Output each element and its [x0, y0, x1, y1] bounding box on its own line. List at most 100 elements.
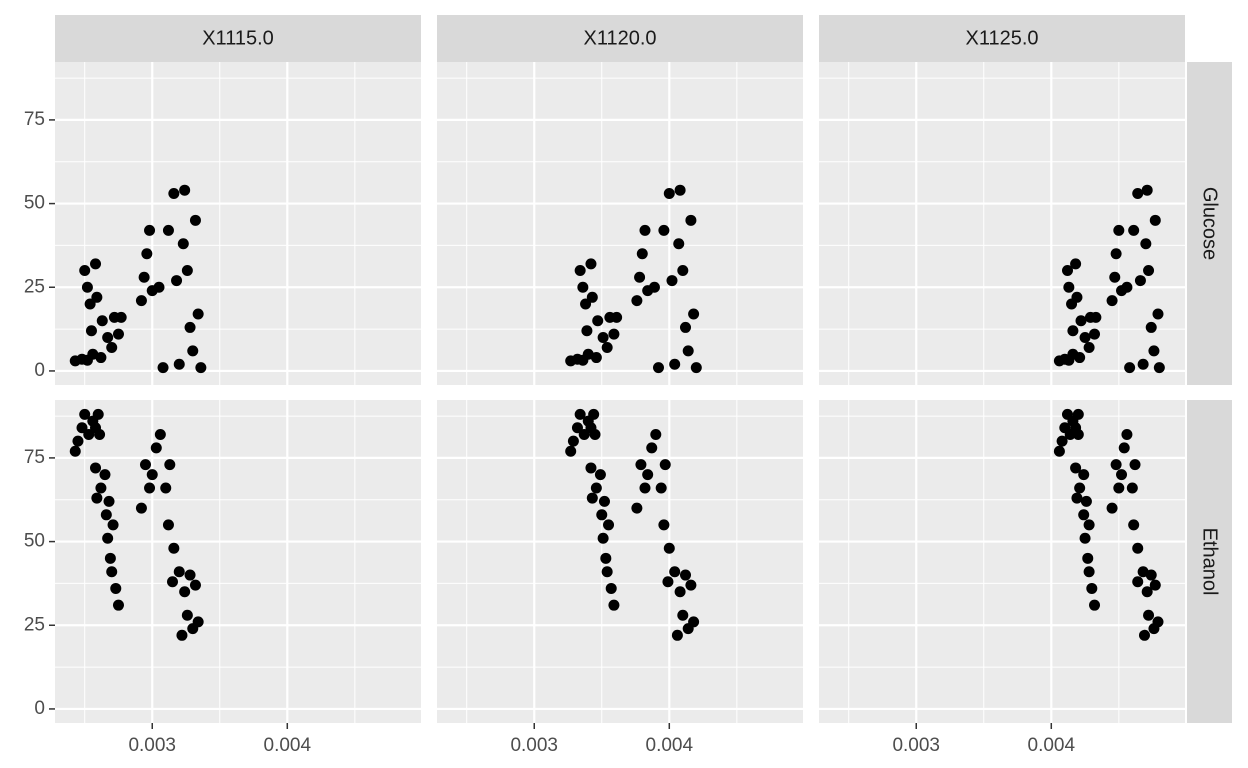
- strip-background: [55, 15, 421, 62]
- point: [605, 582, 617, 594]
- point: [1132, 188, 1144, 200]
- point: [139, 459, 151, 471]
- point: [1137, 358, 1149, 370]
- point: [102, 331, 114, 343]
- point: [581, 325, 593, 337]
- point: [1124, 362, 1136, 374]
- point: [1086, 582, 1098, 594]
- point: [79, 265, 91, 277]
- point: [1141, 586, 1153, 598]
- point: [663, 542, 675, 554]
- point: [655, 482, 667, 494]
- point: [589, 428, 601, 440]
- point: [1079, 331, 1091, 343]
- point: [634, 271, 646, 283]
- point: [107, 519, 119, 531]
- point: [110, 582, 122, 594]
- point: [674, 586, 686, 598]
- point: [112, 328, 124, 340]
- point: [1113, 224, 1125, 236]
- point: [1071, 492, 1083, 504]
- point: [597, 331, 609, 343]
- point: [1149, 579, 1161, 591]
- point: [1140, 238, 1152, 250]
- point: [1090, 311, 1102, 323]
- y-tick-label: 75: [24, 447, 45, 468]
- point: [1141, 184, 1153, 196]
- point: [658, 224, 670, 236]
- panel-background: [55, 400, 421, 723]
- point: [112, 599, 124, 611]
- point: [1143, 609, 1155, 621]
- point: [1089, 328, 1101, 340]
- point: [669, 566, 681, 578]
- point: [1129, 459, 1141, 471]
- point: [574, 265, 586, 277]
- point: [608, 599, 620, 611]
- point: [1083, 566, 1095, 578]
- point: [91, 492, 103, 504]
- point: [184, 569, 196, 581]
- point: [1145, 569, 1157, 581]
- point: [72, 435, 84, 447]
- point: [95, 352, 107, 364]
- point: [189, 214, 201, 226]
- point: [565, 445, 577, 457]
- point: [1145, 321, 1157, 333]
- point: [1121, 428, 1133, 440]
- point: [1113, 482, 1125, 494]
- point: [608, 328, 620, 340]
- x-tick-label: 0.004: [264, 735, 312, 756]
- column-strip-label: X1125.0: [965, 27, 1038, 49]
- point: [663, 188, 675, 200]
- point: [592, 315, 604, 327]
- strip-background: [819, 15, 1185, 62]
- panel-background: [437, 62, 803, 385]
- point: [600, 552, 612, 564]
- point: [179, 184, 191, 196]
- y-tick-label: 25: [24, 276, 45, 297]
- point: [1138, 629, 1150, 641]
- point: [181, 609, 193, 621]
- point: [639, 482, 651, 494]
- point: [164, 459, 176, 471]
- point: [1053, 445, 1065, 457]
- point: [639, 224, 651, 236]
- strip-background: [1187, 62, 1232, 385]
- point: [680, 321, 692, 333]
- point: [577, 281, 589, 293]
- point: [631, 295, 643, 307]
- point: [115, 311, 127, 323]
- point: [1152, 616, 1164, 628]
- y-tick-label: 0: [34, 698, 45, 719]
- point: [1078, 509, 1090, 521]
- point: [94, 428, 106, 440]
- point: [83, 428, 95, 440]
- point: [636, 248, 648, 260]
- point: [192, 616, 204, 628]
- point: [195, 362, 207, 374]
- x-tick-label: 0.004: [1028, 735, 1076, 756]
- strip-background: [1187, 400, 1232, 723]
- point: [90, 462, 102, 474]
- point: [1152, 308, 1164, 320]
- point: [1148, 345, 1160, 357]
- y-tick-label: 50: [24, 531, 45, 552]
- point: [76, 422, 88, 434]
- point: [168, 542, 180, 554]
- point: [688, 308, 700, 320]
- point: [69, 445, 81, 457]
- point: [95, 482, 107, 494]
- point: [590, 482, 602, 494]
- point: [173, 358, 185, 370]
- point: [597, 532, 609, 544]
- point: [1109, 271, 1121, 283]
- point: [90, 258, 102, 270]
- point: [1106, 502, 1118, 514]
- point: [79, 408, 91, 420]
- point: [671, 629, 683, 641]
- point: [141, 248, 153, 260]
- point: [585, 462, 597, 474]
- point: [1063, 281, 1075, 293]
